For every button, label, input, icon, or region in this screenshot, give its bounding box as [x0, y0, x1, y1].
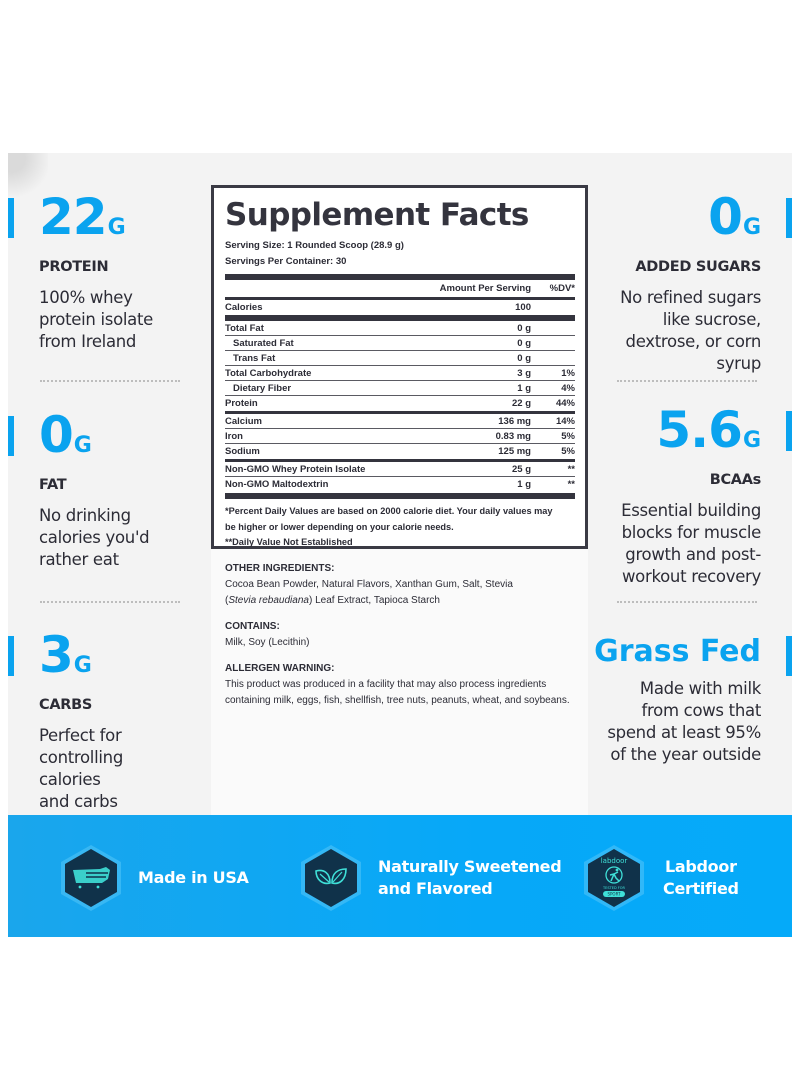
facts-title: Supplement Facts [225, 197, 529, 233]
feature-desc: Essential building blocks for muscle growt… [621, 501, 761, 586]
accent-bar [786, 411, 792, 451]
feature-value: Grass Fed [594, 634, 761, 669]
accent-bar [8, 198, 14, 238]
usa-map-icon [58, 843, 124, 913]
feature-label: ADDED SUGARS [635, 259, 761, 275]
svg-text:labdoor: labdoor [601, 857, 628, 865]
texture-decoration [8, 153, 48, 213]
feature-value: 0G [708, 188, 761, 246]
svg-text:TESTED FOR: TESTED FOR [602, 886, 625, 890]
feature-fat: 0G FAT No drinking calories you'd rather e… [8, 410, 188, 571]
feature-label: FAT [39, 477, 67, 493]
feature-protein: 22G PROTEIN 100% whey protein isolate from… [8, 192, 188, 353]
facts-row: Non-GMO Whey Protein Isolate 25 g ** [225, 462, 575, 477]
feature-desc: 100% whey protein isolate from Ireland [39, 288, 153, 351]
labdoor-icon: labdoor TESTED FOR SPORT [581, 843, 647, 913]
badge-label: Made in USA [138, 868, 249, 887]
facts-header-row: Amount Per Serving %DV* [439, 283, 575, 294]
badge-label: Naturally Sweetened and Flavored [378, 857, 562, 898]
rule-thick [225, 315, 575, 321]
facts-footnote: *Percent Daily Values are based on 2000 … [225, 506, 553, 547]
facts-row: Total Carbohydrate 3 g 1% [225, 366, 575, 381]
rule-thick [225, 274, 575, 280]
badge-naturally-sweetened: Naturally Sweetened and Flavored [298, 843, 562, 913]
facts-row: Iron 0.83 mg 5% [225, 429, 575, 444]
facts-row: Non-GMO Maltodextrin 1 g ** [225, 479, 575, 490]
facts-row: Calcium 136 mg 14% [225, 414, 575, 429]
feature-label: PROTEIN [39, 259, 109, 275]
feature-value: 5.6G [656, 401, 761, 459]
feature-desc: Perfect for controlling calories and carbs [39, 726, 123, 811]
badge-label: Labdoor Certified [663, 857, 739, 898]
feature-label: BCAAs [709, 472, 762, 488]
feature-carbs: 3G CARBS Perfect for controlling calories… [8, 630, 188, 813]
divider [617, 601, 757, 603]
feature-desc: No drinking calories you'd rather eat [39, 506, 150, 569]
accent-bar [786, 636, 792, 676]
feature-grass-fed: Grass Fed Made with milk from cows that sp… [572, 630, 792, 766]
badges-band: Made in USA Naturally Sweetened and Flavo… [8, 815, 792, 937]
facts-row: Protein 22 g 44% [225, 398, 575, 409]
supplement-facts-label: Supplement Facts Serving Size: 1 Rounded… [211, 185, 588, 549]
accent-bar [8, 416, 14, 456]
feature-desc: No refined sugars like sucrose, dextrose, … [620, 288, 761, 373]
rule-mid [225, 459, 575, 462]
contains: CONTAINS: Milk, Soy (Lecithin) [225, 621, 310, 648]
divider [617, 380, 757, 382]
svg-text:SPORT: SPORT [607, 892, 621, 897]
serving-size: Serving Size: 1 Rounded Scoop (28.9 g) [225, 240, 404, 251]
feature-value: 3G [39, 626, 92, 684]
leaves-icon [298, 843, 364, 913]
facts-row: Total Fat 0 g [225, 321, 575, 336]
divider [40, 380, 180, 382]
rule-thick [225, 493, 575, 499]
facts-row: Trans Fat 0 g [225, 351, 575, 366]
facts-row: Saturated Fat 0 g [225, 336, 575, 351]
rule-mid [225, 297, 575, 300]
rule-mid [225, 411, 575, 414]
facts-row: Sodium 125 mg 5% [225, 446, 575, 457]
facts-row: Calories 100 [225, 302, 531, 313]
other-ingredients: OTHER INGREDIENTS: Cocoa Bean Powder, Na… [225, 563, 513, 606]
allergen-warning: ALLERGEN WARNING: This product was produ… [225, 663, 570, 706]
facts-row: Dietary Fiber 1 g 4% [225, 381, 575, 396]
feature-value: 0G [39, 406, 92, 464]
feature-added-sugars: 0G ADDED SUGARS No refined sugars like su… [572, 192, 792, 375]
badge-made-in-usa: Made in USA [58, 843, 249, 913]
servings-per-container: Servings Per Container: 30 [225, 256, 347, 267]
feature-value: 22G [39, 188, 126, 246]
feature-desc: Made with milk from cows that spend at lea… [607, 679, 761, 764]
feature-bcaas: 5.6G BCAAs Essential building blocks for … [572, 405, 792, 588]
accent-bar [786, 198, 792, 238]
divider [40, 601, 180, 603]
badge-labdoor-certified: labdoor TESTED FOR SPORT Labdoor Certifie… [581, 843, 739, 913]
feature-label: CARBS [39, 697, 93, 713]
ingredients-section: OTHER INGREDIENTS: Cocoa Bean Powder, Na… [211, 549, 588, 815]
accent-bar [8, 636, 14, 676]
